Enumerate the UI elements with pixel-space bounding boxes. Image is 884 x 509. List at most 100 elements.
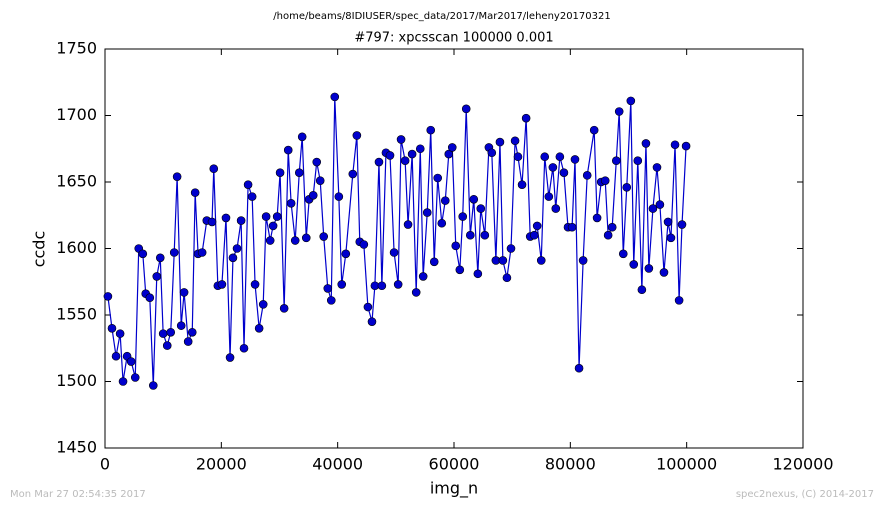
data-point (393, 280, 403, 289)
data-point (107, 323, 117, 333)
x-tick-label: 40000 (312, 455, 363, 474)
data-point (495, 137, 505, 147)
footer-right: spec2nexus, (C) 2014-2017 (736, 489, 874, 500)
data-point (315, 176, 325, 185)
data-point (250, 280, 260, 289)
data-point (162, 341, 172, 350)
data-point (155, 253, 165, 263)
data-point (607, 222, 617, 232)
data-point (614, 107, 624, 116)
data-point (444, 149, 454, 159)
data-point (308, 191, 318, 200)
data-point (272, 212, 282, 221)
data-point (487, 148, 497, 158)
data-point (326, 296, 336, 305)
data-point (637, 285, 647, 295)
data-point (247, 192, 257, 201)
data-point (239, 343, 249, 353)
y-tick-label: 1650 (56, 172, 97, 191)
data-point (403, 220, 413, 229)
data-point (629, 260, 639, 269)
data-point (611, 156, 621, 166)
data-point (648, 204, 658, 213)
data-point (225, 353, 235, 362)
data-point (359, 240, 369, 249)
data-point (152, 272, 162, 281)
data-point (176, 321, 186, 330)
data-point (415, 144, 425, 154)
data-point (172, 172, 182, 181)
data-point (422, 208, 432, 217)
data-point (426, 125, 436, 135)
data-point (367, 317, 377, 326)
suptitle: /home/beams/8IDIUSER/spec_data/2017/Mar2… (273, 11, 610, 22)
data-point (396, 135, 406, 144)
data-point (502, 273, 512, 283)
data-point (418, 272, 428, 281)
data-point (589, 125, 599, 135)
data-point (536, 256, 546, 265)
data-point (411, 288, 421, 297)
data-point (659, 268, 669, 277)
data-point (626, 96, 636, 106)
data-point (145, 293, 155, 303)
data-point (283, 145, 293, 155)
data-point (330, 92, 340, 102)
data-point (578, 256, 588, 265)
data-point (268, 221, 278, 231)
data-point (458, 212, 468, 221)
data-point (600, 176, 610, 185)
x-tick-label: 120000 (772, 455, 833, 474)
data-point (548, 163, 558, 172)
data-point (187, 327, 197, 337)
y-tick-label: 1500 (56, 371, 97, 390)
data-point (655, 200, 665, 209)
data-point (341, 249, 351, 259)
data-point (652, 163, 662, 172)
data-point (529, 230, 539, 240)
data-point (323, 284, 333, 293)
data-point (666, 233, 676, 243)
data-point (334, 192, 344, 201)
data-point (279, 304, 289, 313)
data-point (641, 139, 651, 148)
x-axis-label: img_n (430, 479, 478, 499)
chart-title: #797: xpcsscan 100000 0.001 (354, 31, 553, 46)
data-point (352, 131, 362, 140)
x-tick-label: 60000 (429, 455, 480, 474)
data-point (574, 363, 584, 373)
data-point (377, 281, 387, 291)
data-point (433, 173, 443, 183)
data-point (319, 232, 329, 241)
data-point (111, 351, 121, 361)
x-tick-label: 100000 (656, 455, 717, 474)
data-point (169, 248, 179, 257)
data-point (148, 381, 158, 390)
data-point (532, 221, 542, 231)
data-point (592, 213, 602, 223)
data-point (290, 236, 300, 245)
data-point (183, 337, 193, 346)
data-point (551, 204, 561, 213)
data-point (513, 152, 523, 162)
data-point (663, 217, 673, 227)
data-point (555, 152, 565, 162)
data-point (236, 216, 246, 225)
data-point (103, 292, 113, 301)
data-point (670, 140, 680, 150)
data-point (207, 217, 217, 227)
data-point (374, 157, 384, 167)
data-point (567, 222, 577, 232)
data-point (348, 169, 358, 179)
data-point (312, 157, 322, 167)
data-point (126, 357, 136, 366)
data-point (389, 248, 399, 257)
data-point (158, 329, 168, 338)
data-point (261, 212, 271, 221)
data-point (297, 132, 307, 142)
data-point (473, 269, 483, 279)
data-point (677, 220, 687, 229)
data-point (465, 230, 475, 240)
data-point (254, 323, 264, 333)
